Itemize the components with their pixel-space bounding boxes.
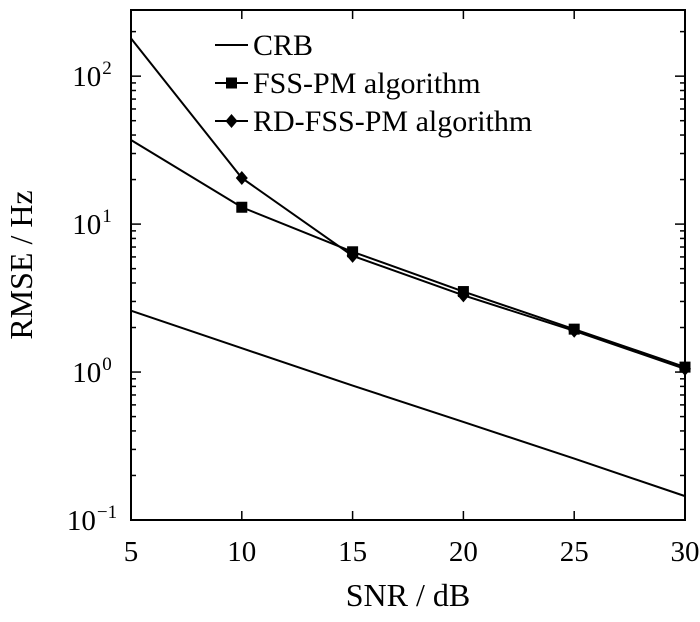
x-tick-label: 10 <box>227 536 256 568</box>
series-fss-pm-algorithm <box>130 139 691 373</box>
data-point-square <box>236 201 248 213</box>
data-point-diamond <box>457 288 470 303</box>
legend-item: FSS-PM algorithm <box>215 67 481 100</box>
plot-frame <box>130 9 686 521</box>
x-tick-label: 15 <box>338 536 367 568</box>
series-layer <box>130 37 691 498</box>
axis-ticks: 5 10 15 20 25 30 10−1 100 101 102 <box>67 10 700 568</box>
x-tick-label: 25 <box>560 536 589 568</box>
series-rd-fss-pm-algorithm <box>130 37 691 376</box>
y-tick-label: 101 <box>72 206 112 241</box>
x-tick-label: 30 <box>671 536 700 568</box>
series-line <box>130 309 686 498</box>
series-line <box>130 37 686 370</box>
y-tick-label: 10−1 <box>67 502 117 537</box>
y-tick-label: 102 <box>72 58 112 93</box>
data-point-diamond <box>568 323 581 338</box>
legend-item: RD-FSS-PM algorithm <box>215 105 532 138</box>
data-point-diamond <box>225 114 238 128</box>
data-point-diamond <box>679 361 691 376</box>
y-tick-label: 100 <box>72 354 112 389</box>
legend: CRB FSS-PM algorithm RD-FSS-PM algorithm <box>215 29 532 138</box>
data-point-diamond <box>346 248 359 263</box>
data-point-square <box>226 77 237 89</box>
x-tick-label: 5 <box>124 536 139 568</box>
x-tick-label: 20 <box>449 536 478 568</box>
legend-label: FSS-PM algorithm <box>253 67 481 100</box>
x-axis-title: SNR / dB <box>346 577 470 613</box>
legend-label: CRB <box>253 29 313 62</box>
legend-item: CRB <box>215 29 313 62</box>
series-crb <box>130 309 686 498</box>
legend-label: RD-FSS-PM algorithm <box>253 105 532 138</box>
series-line <box>130 139 686 369</box>
data-point-diamond <box>235 170 248 185</box>
y-axis-title: RMSE / Hz <box>3 190 39 339</box>
